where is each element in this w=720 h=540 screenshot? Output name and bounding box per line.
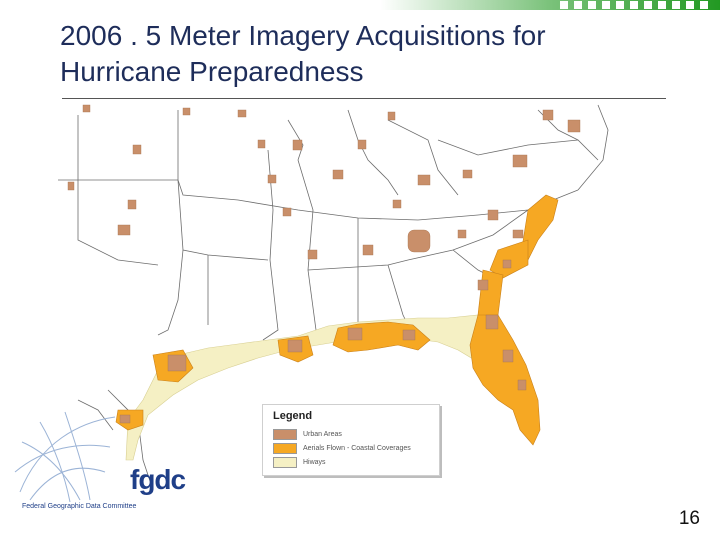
urban-area bbox=[182, 107, 191, 116]
strip-square bbox=[560, 1, 568, 9]
urban-area bbox=[292, 139, 303, 151]
page-number: 16 bbox=[678, 508, 700, 529]
boundary-line bbox=[77, 180, 159, 266]
boundary-line bbox=[387, 264, 479, 326]
urban-area bbox=[457, 229, 467, 239]
urban-area bbox=[502, 259, 512, 269]
urban-area bbox=[387, 111, 396, 121]
urban-area bbox=[117, 224, 131, 236]
boundary-line bbox=[157, 249, 184, 336]
legend-item-hiways: Hiways bbox=[273, 457, 326, 468]
legend-item-urban: Urban Areas bbox=[273, 429, 342, 440]
urban-area bbox=[567, 119, 581, 133]
urban-area bbox=[512, 229, 524, 239]
fgdc-wordmark: fgdc bbox=[130, 464, 186, 495]
urban-area bbox=[485, 314, 499, 330]
urban-area bbox=[502, 349, 514, 363]
legend-swatch-hiways bbox=[273, 457, 297, 468]
boundary-line bbox=[577, 104, 609, 191]
urban-areas bbox=[67, 104, 581, 424]
fgdc-subtitle: Federal Geographic Data Committee bbox=[22, 503, 137, 510]
urban-area bbox=[392, 199, 402, 209]
urban-area bbox=[332, 169, 344, 180]
boundary-line bbox=[287, 119, 304, 161]
urban-area bbox=[362, 244, 374, 256]
urban-area bbox=[132, 144, 142, 155]
strip-square bbox=[644, 1, 652, 9]
legend-title: Legend bbox=[273, 410, 313, 422]
map-legend: Legend Urban Areas Aerials Flown - Coast… bbox=[262, 404, 440, 476]
top-accent-strip bbox=[0, 0, 720, 10]
urban-area bbox=[542, 109, 554, 121]
urban-area bbox=[282, 207, 292, 217]
urban-area bbox=[267, 174, 277, 184]
title-divider bbox=[62, 98, 666, 99]
urban-area bbox=[462, 169, 473, 179]
coverage-area bbox=[489, 239, 529, 279]
legend-label: Hiways bbox=[303, 459, 326, 466]
urban-area bbox=[517, 379, 527, 391]
legend-item-coastal: Aerials Flown - Coastal Coverages bbox=[273, 443, 411, 454]
urban-area bbox=[407, 229, 431, 253]
strip-square bbox=[700, 1, 708, 9]
boundary-line bbox=[58, 179, 579, 221]
urban-area bbox=[82, 104, 91, 113]
legend-swatch-coastal bbox=[273, 443, 297, 454]
coverage-area bbox=[469, 314, 541, 446]
boundary-line bbox=[347, 109, 399, 196]
urban-area bbox=[347, 327, 363, 341]
urban-area bbox=[402, 329, 416, 341]
boundary-line bbox=[177, 179, 269, 261]
boundary-line bbox=[77, 399, 114, 431]
urban-area bbox=[127, 199, 137, 210]
urban-area bbox=[167, 354, 187, 372]
boundary-line bbox=[437, 139, 579, 156]
strip-square bbox=[658, 1, 666, 9]
strip-square bbox=[602, 1, 610, 9]
urban-area bbox=[357, 139, 367, 150]
urban-area bbox=[119, 414, 131, 424]
strip-square bbox=[574, 1, 582, 9]
strip-square bbox=[630, 1, 638, 9]
urban-area bbox=[417, 174, 431, 186]
state-boundaries bbox=[58, 104, 609, 491]
strip-square bbox=[686, 1, 694, 9]
fgdc-logo: fgdc Federal Geographic Data Committee bbox=[14, 411, 204, 522]
urban-area bbox=[257, 139, 266, 149]
strip-square bbox=[588, 1, 596, 9]
boundary-line bbox=[107, 389, 154, 491]
strip-square bbox=[616, 1, 624, 9]
globe-icon bbox=[14, 411, 116, 502]
urban-area bbox=[487, 209, 499, 221]
urban-area bbox=[477, 279, 489, 291]
urban-area bbox=[237, 109, 247, 118]
southeast-us-map bbox=[58, 104, 609, 491]
boundary-line bbox=[407, 209, 529, 261]
legend-label: Aerials Flown - Coastal Coverages bbox=[303, 445, 411, 452]
urban-area bbox=[67, 181, 75, 191]
slide-title: 2006 . 5 Meter Imagery Acquisitions for … bbox=[60, 20, 546, 87]
legend-label: Urban Areas bbox=[303, 431, 342, 438]
legend-swatch-urban bbox=[273, 429, 297, 440]
green-gradient-bar bbox=[380, 0, 720, 10]
strip-square bbox=[672, 1, 680, 9]
urban-area bbox=[287, 339, 303, 353]
urban-area bbox=[307, 249, 318, 260]
urban-area bbox=[512, 154, 528, 168]
boundary-line bbox=[262, 149, 279, 341]
boundary-line bbox=[387, 119, 459, 196]
